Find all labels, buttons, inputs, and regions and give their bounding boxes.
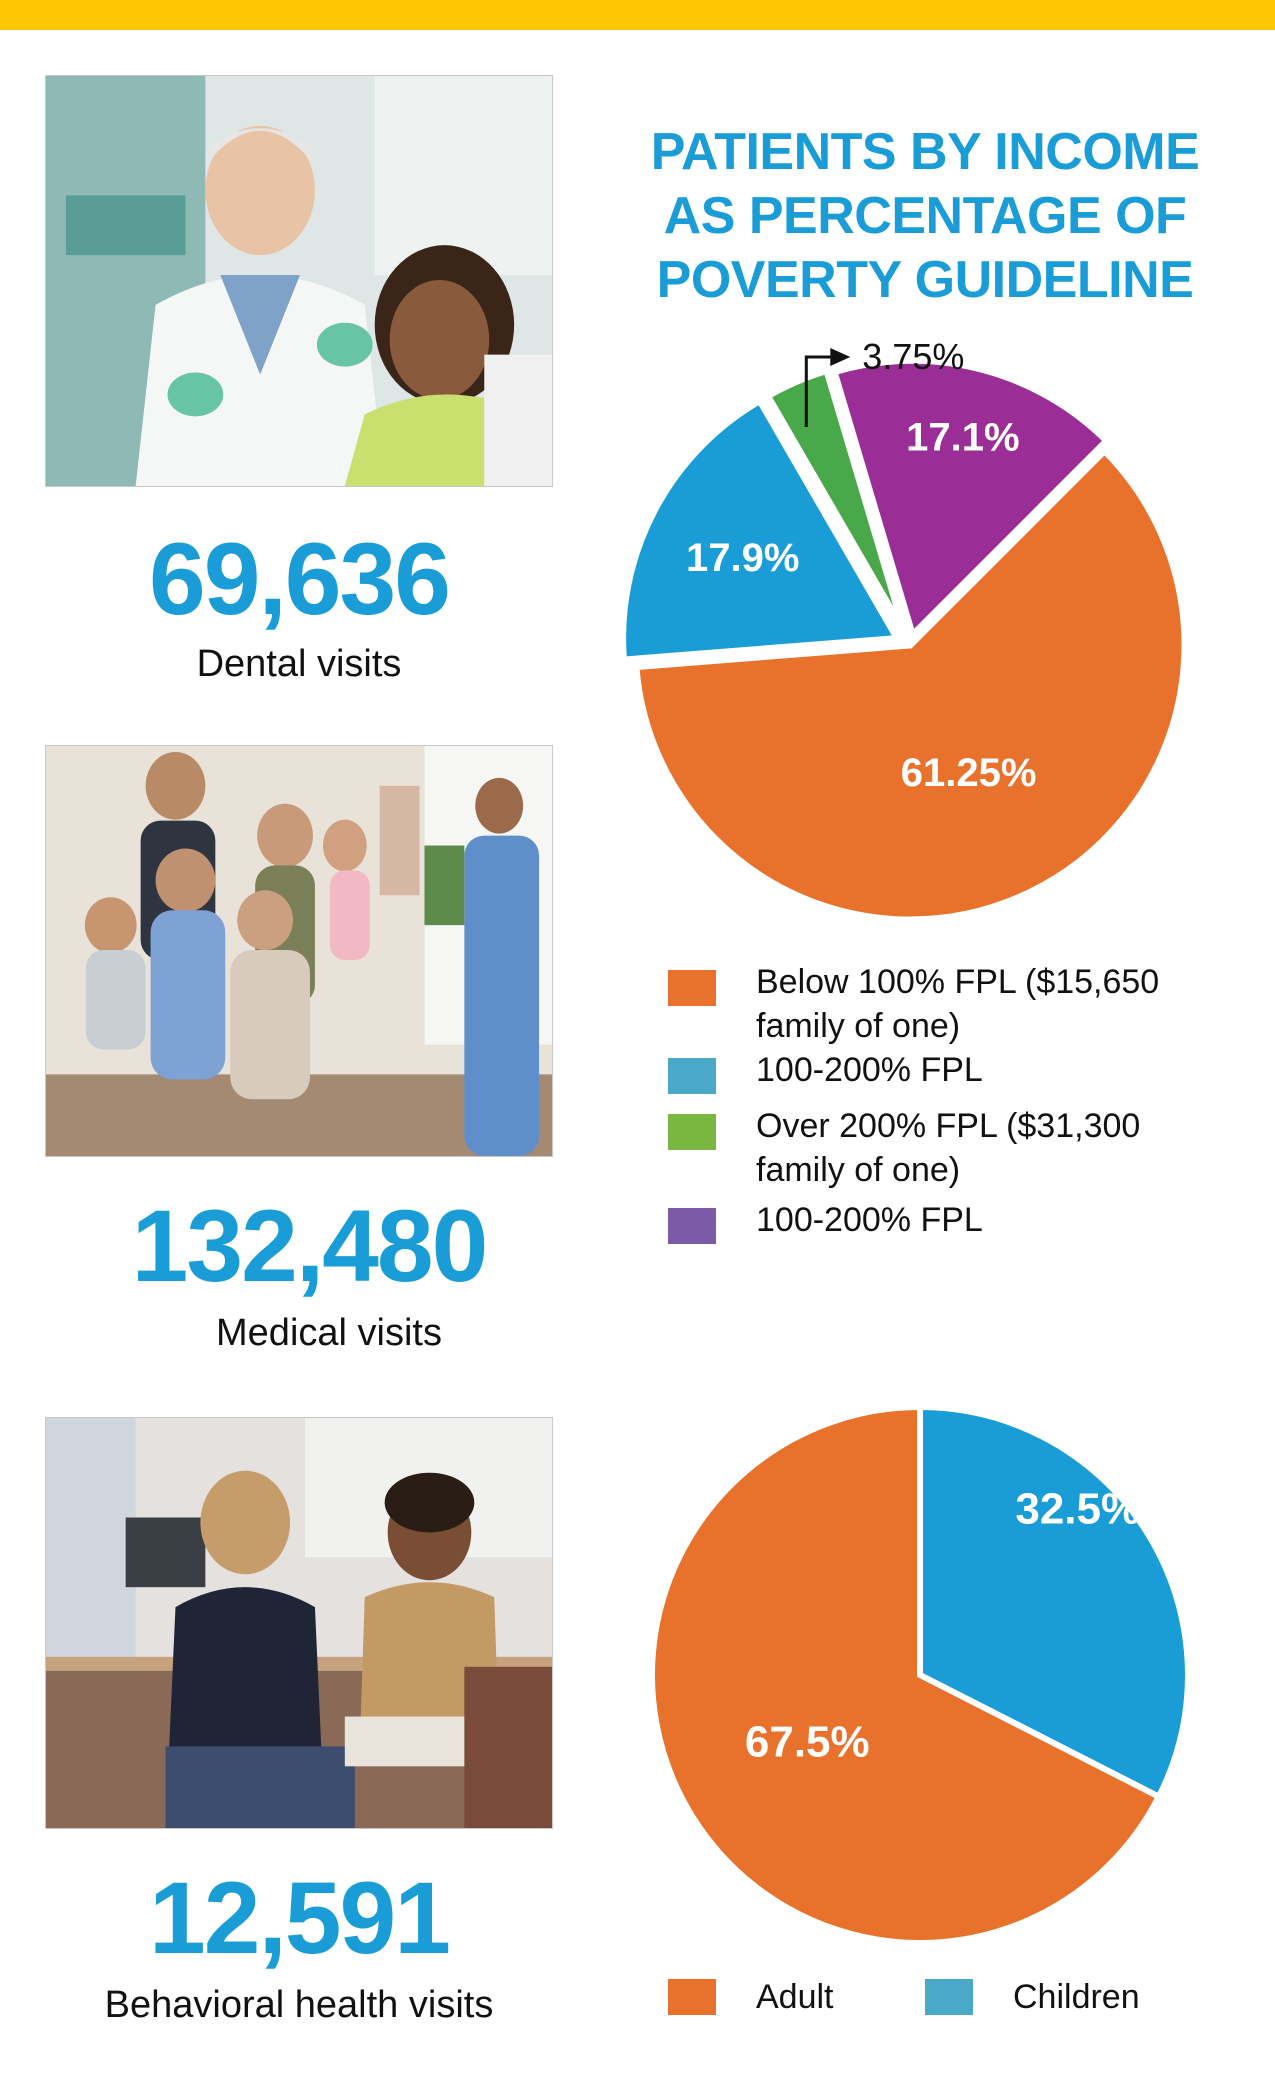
medical-visits-count: 132,480 [131, 1189, 489, 1303]
legend-swatch [668, 1058, 716, 1094]
legend-swatch [925, 1979, 973, 2015]
slice-data-label: 3.75% [862, 336, 964, 377]
legend-label: Children [1013, 1978, 1140, 2016]
slice-data-label: 17.9% [686, 536, 799, 580]
legend-label: Adult [756, 1978, 834, 2016]
callout-line [804, 355, 833, 427]
slice-data-label: 32.5% [1015, 1484, 1140, 1533]
legend-item: 100-200% FPL [668, 1198, 1159, 1248]
income-chart-title-line: AS PERCENTAGE OF [663, 187, 1187, 245]
pie-slice [829, 356, 1112, 642]
legend-label: family of one) [756, 1007, 961, 1045]
behavioral-visits-label: Behavioral health visits [104, 1984, 494, 2026]
income-chart-title-line: POVERTY GUIDELINE [656, 251, 1194, 309]
counselor-with-teen-photo [45, 1417, 553, 1829]
dental-visits-count: 69,636 [149, 522, 451, 636]
legend-item-children: Children [925, 1975, 1185, 2019]
slice-data-label: 67.5% [745, 1718, 870, 1767]
behavioral-visits-count: 12,591 [149, 1861, 451, 1975]
legend-swatch [668, 1114, 716, 1150]
legend-label: Over 200% FPL ($31,300 [756, 1107, 1141, 1145]
pie-slice [649, 1403, 1163, 1946]
legend-label: family of one) [756, 1151, 961, 1189]
legend-item-adult: Adult [668, 1975, 898, 2019]
legend-swatch [668, 1979, 716, 2015]
legend-item: Over 200% FPL ($31,300 family of one) [668, 1104, 1159, 1198]
legend-item: 100-200% FPL [668, 1048, 1159, 1104]
age-pie-chart: 32.5% 67.5% [649, 1403, 1191, 1946]
income-chart-title: PATIENTS BY INCOME AS PERCENTAGE OF POVE… [600, 120, 1250, 312]
slice-data-label: 61.25% [901, 751, 1037, 795]
medical-visits-label: Medical visits [216, 1312, 442, 1354]
legend-item: Below 100% FPL ($15,650 family of one) [668, 960, 1159, 1048]
pie-slice [632, 445, 1189, 924]
dentist-with-child-photo [45, 75, 553, 487]
legend-swatch [668, 970, 716, 1006]
legend-label: 100-200% FPL [756, 1051, 983, 1089]
pie-slice [619, 395, 904, 664]
income-chart-title-line: PATIENTS BY INCOME [650, 123, 1200, 181]
income-pie-chart: 61.25% 17.9% 3.75% 17.1% [619, 336, 1189, 924]
callout-arrow [830, 347, 851, 366]
slice-data-label: 17.1% [906, 416, 1019, 460]
legend-label: Below 100% FPL ($15,650 [756, 963, 1160, 1001]
pie-slice [762, 366, 909, 636]
income-legend: Below 100% FPL ($15,650 family of one) 1… [668, 960, 1159, 1248]
pie-slice [917, 1403, 1191, 1801]
dental-visits-label: Dental visits [196, 643, 402, 685]
legend-label: 100-200% FPL [756, 1201, 983, 1239]
top-accent-bar [0, 0, 1275, 30]
family-with-nurse-photo [45, 745, 553, 1157]
legend-swatch [668, 1208, 716, 1244]
